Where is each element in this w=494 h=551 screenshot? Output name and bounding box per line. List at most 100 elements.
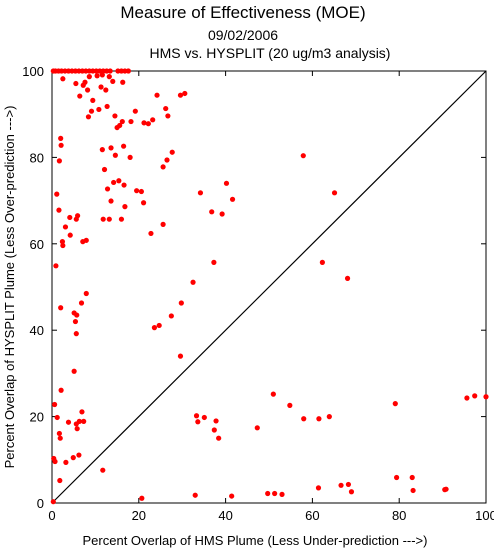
- data-point: [160, 164, 166, 170]
- data-point: [127, 154, 133, 160]
- data-point: [98, 84, 104, 90]
- data-point: [52, 458, 58, 465]
- data-point: [192, 492, 198, 498]
- data-point: [59, 239, 66, 245]
- data-point: [100, 467, 106, 473]
- data-point: [140, 200, 147, 206]
- data-point: [85, 114, 92, 120]
- data-point: [56, 158, 62, 164]
- y-tick-label: 40: [30, 323, 44, 338]
- y-axis: 0 20 40 60 80 100: [22, 64, 486, 511]
- data-point: [77, 93, 83, 99]
- data-point: [331, 190, 338, 196]
- data-point: [301, 416, 307, 422]
- y-tick-label: 20: [30, 410, 44, 425]
- data-point: [108, 198, 114, 204]
- data-point: [70, 455, 76, 461]
- data-point: [84, 87, 91, 93]
- x-tick-label: 80: [392, 508, 406, 523]
- data-point: [118, 216, 125, 222]
- data-point: [150, 117, 156, 123]
- data-point: [300, 153, 306, 159]
- data-point: [74, 312, 80, 318]
- data-point: [110, 78, 116, 84]
- data-point: [120, 79, 126, 85]
- data-point: [58, 305, 64, 311]
- data-point: [211, 259, 217, 265]
- chart-date: 09/02/2006: [208, 27, 278, 43]
- data-point: [104, 103, 110, 110]
- data-point: [141, 120, 147, 126]
- data-point: [164, 157, 170, 163]
- data-point: [122, 204, 128, 210]
- data-point: [86, 74, 92, 80]
- data-point: [319, 259, 325, 265]
- data-point: [165, 113, 171, 119]
- data-point: [177, 92, 184, 98]
- data-point: [107, 68, 113, 74]
- data-point: [62, 224, 69, 230]
- data-point: [270, 391, 276, 397]
- data-point: [54, 414, 60, 421]
- data-point: [108, 145, 114, 151]
- data-point: [182, 90, 188, 97]
- data-point: [57, 435, 63, 441]
- data-point: [195, 419, 201, 425]
- data-point: [73, 80, 79, 87]
- data-point: [443, 486, 449, 492]
- data-point: [78, 300, 85, 306]
- data-point: [145, 121, 151, 127]
- data-point: [197, 190, 204, 196]
- data-point: [106, 74, 112, 80]
- data-point: [464, 395, 470, 401]
- data-point: [326, 414, 332, 420]
- x-axis: 0 20 40 60 80 100: [48, 71, 494, 523]
- data-point: [56, 207, 62, 213]
- data-point: [58, 135, 64, 141]
- data-point: [223, 180, 230, 186]
- data-point: [99, 147, 105, 153]
- y-tick-label: 0: [37, 496, 44, 511]
- data-point: [57, 477, 63, 484]
- data-point: [265, 490, 271, 497]
- data-point: [67, 214, 73, 221]
- data-point: [83, 290, 89, 297]
- data-point: [219, 211, 225, 217]
- chart-title: Measure of Effectiveness (MOE): [120, 3, 365, 22]
- data-point: [229, 196, 236, 202]
- data-point: [211, 427, 217, 433]
- data-point: [60, 242, 66, 249]
- data-point: [94, 73, 100, 79]
- data-point: [101, 166, 108, 173]
- data-point: [134, 188, 140, 194]
- data-point: [316, 416, 322, 422]
- data-point: [112, 152, 118, 158]
- data-point: [338, 482, 344, 488]
- data-point: [50, 499, 56, 505]
- data-point: [106, 216, 112, 222]
- data-point: [76, 418, 82, 424]
- data-point: [139, 495, 145, 501]
- data-point: [279, 491, 285, 497]
- chart-analysis-subtitle: HMS vs. HYSPLIT (20 ug/m3 analysis): [150, 45, 391, 61]
- data-point: [160, 221, 166, 227]
- data-point: [103, 87, 109, 93]
- data-point: [119, 118, 125, 125]
- data-point: [254, 425, 260, 431]
- data-point: [272, 490, 278, 497]
- data-point: [132, 108, 138, 114]
- data-point: [104, 186, 111, 192]
- data-point: [169, 149, 175, 155]
- data-point: [67, 232, 73, 238]
- y-tick-label: 100: [22, 64, 44, 79]
- data-point: [58, 142, 64, 148]
- data-point: [229, 493, 235, 499]
- data-point: [201, 414, 207, 421]
- data-point: [177, 353, 184, 359]
- data-point: [54, 191, 60, 197]
- data-point: [213, 418, 219, 424]
- data-point: [75, 213, 81, 219]
- data-point: [409, 474, 415, 481]
- y-tick-label: 80: [30, 150, 44, 165]
